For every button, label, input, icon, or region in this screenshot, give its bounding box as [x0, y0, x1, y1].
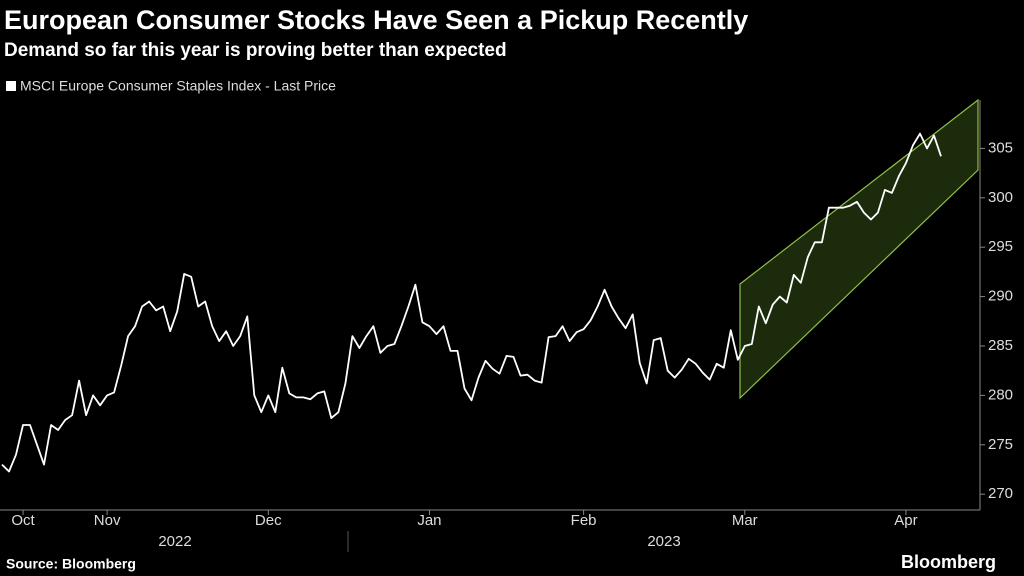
branding: Bloomberg [901, 552, 996, 572]
legend-swatch [6, 81, 16, 91]
chart-title: European Consumer Stocks Have Seen a Pic… [4, 5, 748, 35]
x-tick-label: Feb [571, 512, 597, 529]
price-line [1, 132, 942, 473]
x-tick-label: Dec [255, 512, 282, 529]
y-tick-label: 305 [988, 139, 1013, 156]
y-tick-label: 270 [988, 485, 1013, 502]
source: Source: Bloomberg [6, 556, 136, 572]
y-tick-label: 290 [988, 288, 1013, 305]
x-tick-label: Oct [11, 512, 35, 529]
x-tick-label: Mar [732, 512, 758, 529]
x-tick-label: Nov [94, 512, 121, 529]
x-tick-label: Apr [894, 512, 917, 529]
legend-label: MSCI Europe Consumer Staples Index - Las… [20, 78, 336, 94]
chart-subtitle: Demand so far this year is proving bette… [4, 40, 507, 61]
y-tick-label: 300 [988, 189, 1013, 206]
y-tick-label: 285 [988, 337, 1013, 354]
trend-channel [739, 98, 979, 400]
x-tick-label: Jan [417, 512, 441, 529]
y-tick-label: 280 [988, 386, 1013, 403]
year-label: 2023 [647, 533, 680, 550]
y-tick-label: 295 [988, 238, 1013, 255]
y-tick-label: 275 [988, 436, 1013, 453]
year-label: 2022 [158, 533, 191, 550]
